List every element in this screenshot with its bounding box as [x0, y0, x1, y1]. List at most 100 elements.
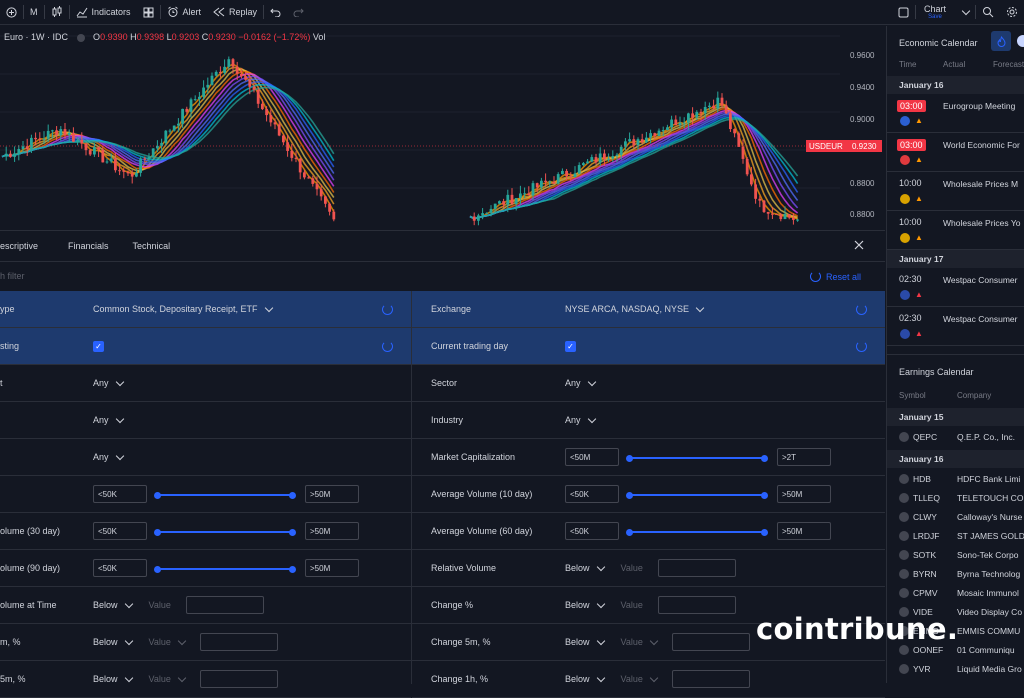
range-slider[interactable]	[154, 565, 296, 573]
tab-financials[interactable]: Financials	[68, 241, 109, 251]
range-min-input[interactable]: <50K	[93, 559, 147, 577]
tab-technical[interactable]: Technical	[132, 241, 171, 251]
filter-control[interactable]: Any	[93, 414, 124, 425]
value-input[interactable]	[671, 633, 750, 651]
economic-event-row[interactable]: 10:00 Wholesale Prices M ▲	[887, 172, 1024, 211]
fullscreen-button[interactable]	[892, 0, 915, 25]
chart-menu-button[interactable]	[954, 0, 975, 25]
earnings-row[interactable]: YVR Liquid Media Gro	[887, 659, 1024, 678]
filter-control[interactable]: <50K	[565, 485, 619, 503]
filter-select-value[interactable]: Any	[565, 415, 581, 425]
filter-select-value[interactable]: Any	[93, 452, 109, 462]
value-input[interactable]	[671, 670, 750, 688]
slider-handle-max[interactable]	[289, 565, 296, 573]
range-slider[interactable]	[626, 491, 768, 499]
earnings-row[interactable]: BYRN Byrna Technolog	[887, 564, 1024, 583]
filter-control[interactable]: <50M	[565, 448, 619, 466]
slider-handle-min[interactable]	[626, 491, 633, 499]
filter-search-input[interactable]: h filter	[0, 271, 25, 281]
earnings-row[interactable]: HDB HDFC Bank Limi	[887, 469, 1024, 488]
reset-filter-icon[interactable]	[856, 341, 867, 352]
slider-handle-max[interactable]	[761, 491, 768, 499]
value-select-placeholder[interactable]: Value	[620, 674, 643, 684]
earnings-row[interactable]: SOTK Sono-Tek Corpo	[887, 545, 1024, 564]
filter-checkbox[interactable]: ✓	[93, 340, 104, 352]
earnings-row[interactable]: LRDJF ST JAMES GOLD	[887, 526, 1024, 545]
filter-control[interactable]: Below Value	[93, 596, 264, 614]
value-select-placeholder[interactable]: Value	[148, 637, 171, 647]
filter-control[interactable]: Any	[565, 377, 596, 388]
filter-control[interactable]: Below Value	[565, 670, 750, 688]
earnings-row[interactable]: VIDE Video Display Co	[887, 602, 1024, 621]
range-max-input[interactable]: >2T	[777, 448, 831, 466]
range-max-input[interactable]: >50M	[305, 485, 359, 503]
redo-button[interactable]	[287, 0, 310, 25]
range-min-input[interactable]: <50K	[93, 522, 147, 540]
filter-control[interactable]: <50K	[93, 522, 147, 540]
economic-event-row[interactable]: 03:00 World Economic For ▲	[887, 133, 1024, 172]
interval-button[interactable]: M	[24, 0, 44, 25]
region-flag-icon[interactable]	[1017, 35, 1024, 47]
slider-handle-min[interactable]	[154, 491, 161, 499]
reset-all-button[interactable]: Reset all	[810, 271, 861, 282]
earnings-row[interactable]: TLLEQ TELETOUCH CO	[887, 488, 1024, 507]
earnings-row[interactable]: CPMV Mosaic Immunol	[887, 583, 1024, 602]
value-input[interactable]	[657, 596, 736, 614]
alert-button[interactable]: Alert	[161, 0, 208, 25]
range-min-input[interactable]: <50M	[565, 448, 619, 466]
range-min-input[interactable]: <50K	[565, 522, 619, 540]
undo-button[interactable]	[264, 0, 287, 25]
filter-select-value[interactable]: Any	[565, 378, 581, 388]
range-min-input[interactable]: <50K	[565, 485, 619, 503]
slider-handle-min[interactable]	[154, 528, 161, 536]
economic-filter-button[interactable]	[991, 31, 1011, 51]
economic-event-row[interactable]: 10:00 Wholesale Prices Yo ▲	[887, 211, 1024, 250]
filter-control[interactable]: Below Value	[93, 633, 278, 651]
filter-control[interactable]: <50K	[93, 485, 147, 503]
filter-control[interactable]: Below Value	[565, 596, 736, 614]
value-select-placeholder[interactable]: Value	[620, 563, 643, 573]
value-input[interactable]	[185, 596, 264, 614]
slider-handle-max[interactable]	[289, 491, 296, 499]
quick-search-button[interactable]	[976, 0, 1000, 25]
range-max-input[interactable]: >50M	[305, 522, 359, 540]
range-max-input[interactable]: >50M	[777, 522, 831, 540]
symbol-title[interactable]: Euro · 1W · IDC	[4, 32, 69, 42]
filter-control[interactable]: <50K	[93, 559, 147, 577]
slider-handle-min[interactable]	[626, 528, 633, 536]
filter-control[interactable]: Any	[93, 377, 124, 388]
filter-control[interactable]: ✓	[93, 340, 104, 352]
chart-save-button[interactable]: Chart Save	[916, 0, 954, 25]
candles-style-button[interactable]	[45, 0, 69, 25]
replay-button[interactable]: Replay	[207, 0, 263, 25]
settings-button[interactable]	[1000, 0, 1024, 25]
indicators-button[interactable]: Indicators	[70, 0, 137, 25]
filter-control[interactable]: <50K	[565, 522, 619, 540]
filter-control[interactable]: NYSE ARCA, NASDAQ, NYSE	[565, 303, 705, 314]
value-select-placeholder[interactable]: Value	[620, 600, 643, 610]
range-slider[interactable]	[626, 528, 768, 536]
filter-control[interactable]: Below Value	[565, 633, 750, 651]
tab-descriptive[interactable]: escriptive	[0, 241, 39, 251]
range-max-input[interactable]: >50M	[305, 559, 359, 577]
filter-select-value[interactable]: Any	[93, 415, 109, 425]
filter-control[interactable]: Any	[93, 451, 124, 462]
condition-select[interactable]: Below	[565, 637, 590, 647]
add-symbol-button[interactable]	[0, 0, 23, 25]
condition-select[interactable]: Below	[93, 637, 118, 647]
value-select-placeholder[interactable]: Value	[620, 637, 643, 647]
slider-handle-max[interactable]	[289, 528, 296, 536]
eye-icon[interactable]	[76, 33, 85, 42]
earnings-row[interactable]: EMMS EMMIS COMMU	[887, 621, 1024, 640]
earnings-row[interactable]: QEPC Q.E.P. Co., Inc.	[887, 427, 1024, 446]
filter-checkbox[interactable]: ✓	[565, 340, 576, 352]
value-input[interactable]	[199, 633, 278, 651]
condition-select[interactable]: Below	[565, 674, 590, 684]
close-panel-button[interactable]	[854, 240, 864, 250]
price-chart[interactable]	[0, 26, 885, 229]
economic-event-row[interactable]: 02:30 Westpac Consumer ▲	[887, 268, 1024, 307]
value-input[interactable]	[657, 559, 736, 577]
slider-handle-max[interactable]	[761, 528, 768, 536]
candlestick-chart[interactable]	[0, 26, 885, 229]
condition-select[interactable]: Below	[565, 563, 590, 573]
